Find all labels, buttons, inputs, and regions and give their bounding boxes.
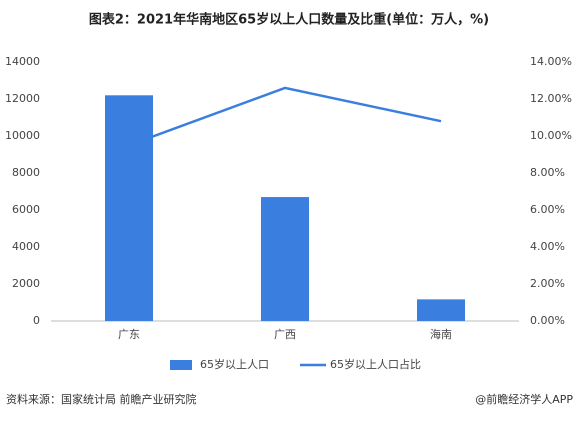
legend-swatch — [170, 360, 192, 370]
y2-tick-label: 8.00% — [530, 166, 565, 179]
legend-label: 65岁以上人口占比 — [330, 357, 421, 371]
y2-tick-label: 4.00% — [530, 240, 565, 253]
y-tick-label: 0 — [33, 314, 40, 327]
y2-tick-label: 10.00% — [530, 129, 572, 142]
bar — [261, 197, 309, 321]
source: 资料来源：国家统计局 前瞻产业研究院 — [6, 392, 197, 406]
y2-tick-label: 14.00% — [530, 55, 572, 68]
y-tick-label: 10000 — [5, 129, 40, 142]
y2-tick-label: 2.00% — [530, 277, 565, 290]
x-tick-label: 广东 — [118, 328, 140, 341]
credit: @前瞻经济学人APP — [475, 392, 573, 406]
chart-title: 图表2：2021年华南地区65岁以上人口数量及比重(单位：万人，%) — [89, 12, 489, 28]
y-tick-label: 2000 — [12, 277, 40, 290]
y-tick-label: 12000 — [5, 92, 40, 105]
bar — [417, 299, 465, 321]
y-tick-label: 6000 — [12, 203, 40, 216]
y-tick-label: 8000 — [12, 166, 40, 179]
y2-tick-label: 6.00% — [530, 203, 565, 216]
y-tick-label: 14000 — [5, 55, 40, 68]
y-tick-label: 4000 — [12, 240, 40, 253]
legend-label: 65岁以上人口 — [200, 357, 269, 371]
y2-tick-label: 0.00% — [530, 314, 565, 327]
line — [128, 86, 442, 147]
x-tick-label: 广西 — [274, 328, 296, 341]
x-tick-label: 海南 — [430, 327, 452, 341]
bar — [105, 95, 153, 321]
y2-tick-label: 12.00% — [530, 92, 572, 105]
